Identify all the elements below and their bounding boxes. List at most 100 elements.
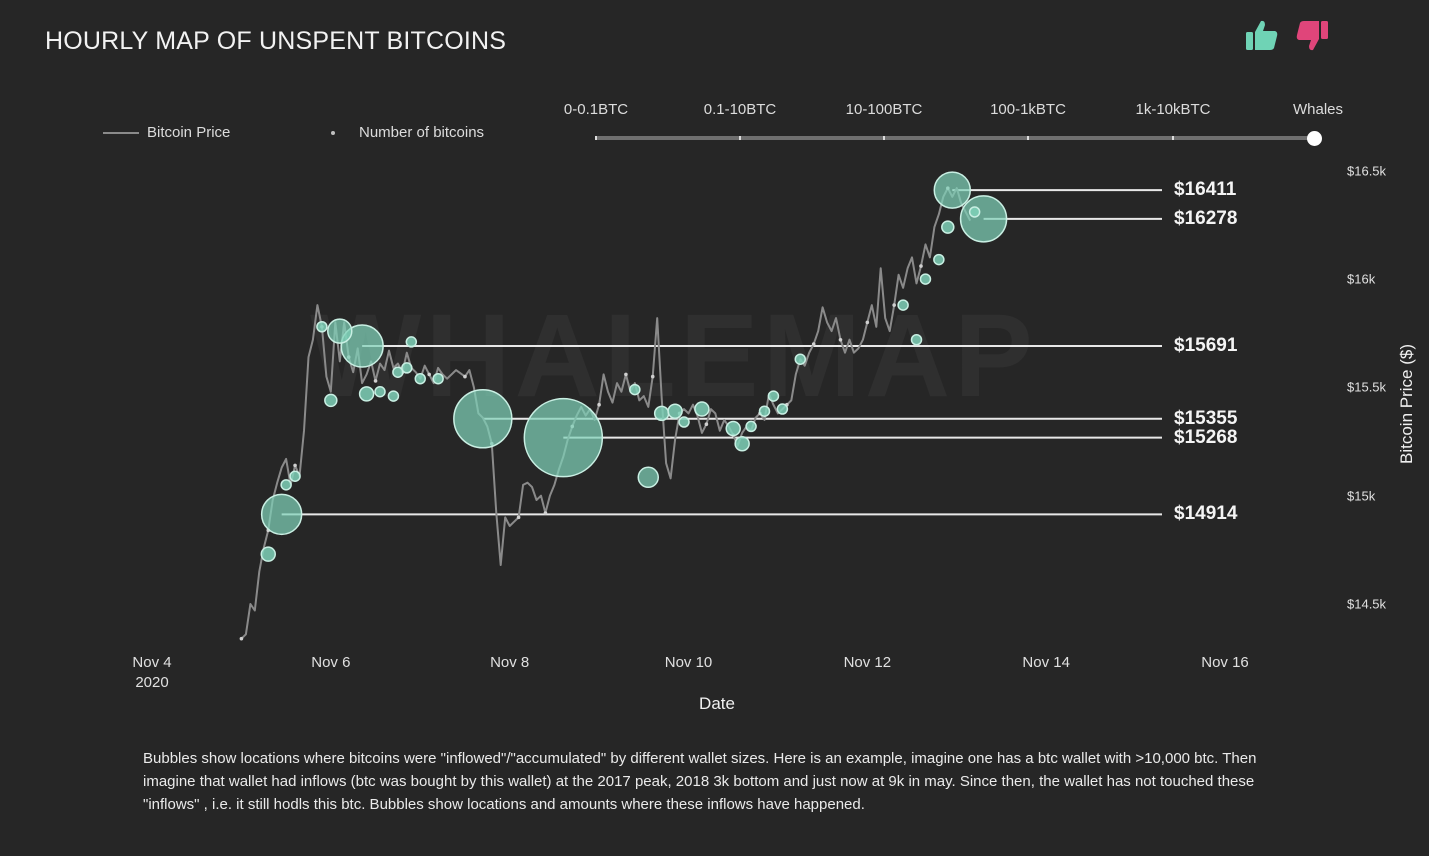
x-tick-label: Nov 16 — [1201, 653, 1249, 673]
price-point — [650, 374, 655, 379]
y-axis-title: Bitcoin Price ($) — [1397, 344, 1416, 464]
slider-label-10-100btc[interactable]: 10-100BTC — [845, 101, 923, 118]
slider-label-0-1-10btc[interactable]: 0.1-10BTC — [703, 101, 777, 118]
bubble[interactable] — [414, 372, 426, 385]
bubble[interactable] — [392, 366, 404, 378]
bubble[interactable] — [941, 220, 955, 234]
wallet-size-slider-track[interactable] — [596, 136, 1315, 140]
slider-tick — [739, 136, 741, 140]
x-tick-year: 2020 — [135, 674, 169, 691]
bubble[interactable] — [776, 403, 789, 415]
page-title: HOURLY MAP OF UNSPENT BITCOINS — [45, 27, 507, 55]
x-axis-title: Date — [699, 694, 735, 713]
slider-tick — [595, 136, 597, 140]
price-point — [919, 264, 923, 268]
bubble[interactable] — [324, 393, 338, 408]
x-tick-label: Nov 10 — [665, 653, 713, 673]
bubble[interactable] — [959, 195, 1008, 243]
bubble[interactable] — [725, 420, 741, 437]
y-tick-label: $15.5k — [1347, 379, 1387, 395]
watermark: WHALEMAP — [310, 290, 1037, 422]
bubble[interactable] — [374, 385, 386, 398]
x-tick-date: Nov 4 — [132, 654, 172, 671]
price-point — [865, 320, 870, 325]
level-label: $15268 — [1174, 426, 1238, 448]
bubble[interactable] — [629, 383, 641, 396]
price-point — [704, 422, 709, 427]
bubble[interactable] — [933, 171, 972, 209]
y-tick-label: $16k — [1347, 271, 1376, 287]
x-tick-label: Nov 14 — [1022, 653, 1070, 673]
bubble[interactable] — [758, 405, 771, 417]
bubble[interactable] — [401, 362, 413, 374]
y-tick-label: $15k — [1347, 488, 1376, 504]
price-point — [427, 372, 431, 377]
price-point — [811, 342, 816, 346]
bubble[interactable] — [432, 372, 444, 385]
y-tick-label: $16.5k — [1347, 163, 1387, 179]
bubble[interactable] — [358, 386, 375, 402]
bubble[interactable] — [734, 435, 750, 452]
legend-count-label[interactable]: Number of bitcoins — [359, 124, 485, 141]
bubble[interactable] — [280, 479, 292, 491]
bubble[interactable] — [667, 403, 683, 419]
x-tick-date: Nov 12 — [843, 654, 892, 671]
x-tick-date: Nov 16 — [1201, 654, 1249, 671]
bubble[interactable] — [745, 420, 757, 433]
slider-tick — [883, 136, 885, 140]
bubble[interactable] — [260, 546, 276, 562]
chart-description: Bubbles show locations where bitcoins we… — [143, 750, 1257, 813]
price-point — [543, 511, 548, 515]
slider-label-1k-10kbtc[interactable]: 1k-10kBTC — [1135, 101, 1211, 118]
level-label: $14914 — [1174, 503, 1238, 525]
x-tick-date: Nov 10 — [664, 654, 713, 671]
bubble[interactable] — [523, 397, 604, 478]
bubble[interactable] — [678, 416, 690, 428]
bubble[interactable] — [316, 321, 328, 333]
bubble[interactable] — [767, 390, 780, 402]
slider-tick — [1027, 136, 1029, 140]
slider-label-100-1kbtc[interactable]: 100-1kBTC — [990, 101, 1066, 118]
price-point — [373, 379, 378, 383]
bubble[interactable] — [405, 336, 418, 348]
bubble[interactable] — [289, 470, 301, 482]
bubble[interactable] — [637, 466, 660, 489]
y-tick-label: $14.5k — [1347, 596, 1387, 612]
x-tick-label: Nov 4 2020 — [132, 653, 171, 693]
bubble[interactable] — [327, 318, 353, 344]
bubble[interactable] — [919, 273, 932, 285]
price-point — [838, 337, 843, 342]
price-point — [239, 636, 244, 641]
bubble[interactable] — [897, 299, 909, 311]
bubble[interactable] — [453, 389, 513, 449]
bubble[interactable] — [933, 253, 945, 266]
x-tick-label: Nov 8 — [490, 653, 529, 673]
price-point — [516, 515, 521, 520]
price-point — [463, 374, 467, 379]
slider-label-whales[interactable]: Whales — [1292, 101, 1344, 118]
x-tick-label: Nov 6 — [311, 653, 350, 673]
slider-label-0-0-1btc[interactable]: 0-0.1BTC — [563, 101, 629, 118]
price-series-line — [240, 187, 972, 640]
price-point — [892, 303, 896, 307]
x-tick-date: Nov 6 — [311, 654, 351, 671]
legend-price-swatch — [103, 132, 139, 134]
price-point — [624, 372, 628, 377]
bubble[interactable] — [653, 405, 670, 422]
thumbs-up-icon[interactable] — [1244, 18, 1280, 54]
bubble[interactable] — [260, 493, 303, 536]
x-tick-date: Nov 14 — [1022, 654, 1070, 671]
legend-price-label[interactable]: Bitcoin Price — [147, 124, 231, 141]
slider-tick — [1172, 136, 1174, 140]
bubble[interactable] — [387, 390, 400, 402]
wallet-size-slider-handle[interactable] — [1307, 131, 1322, 146]
bubble[interactable] — [910, 333, 923, 346]
price-point — [293, 463, 297, 468]
bubble[interactable] — [794, 353, 807, 365]
thumbs-down-icon[interactable] — [1294, 18, 1330, 54]
level-label: $15355 — [1174, 407, 1238, 429]
level-label: $15691 — [1174, 335, 1238, 357]
bubble[interactable] — [968, 206, 981, 218]
bubble[interactable] — [694, 401, 710, 417]
